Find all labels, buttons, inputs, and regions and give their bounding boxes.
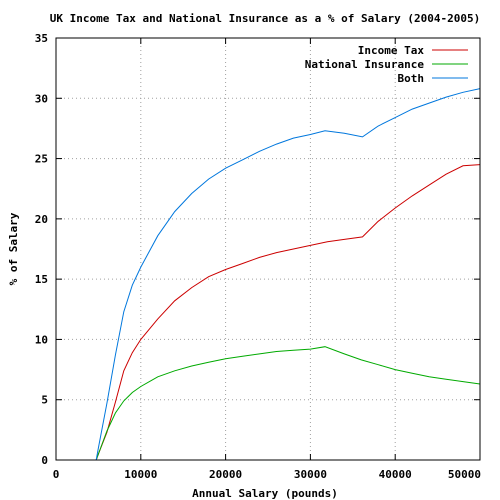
- y-tick-label: 20: [35, 213, 48, 226]
- y-tick-label: 30: [35, 92, 48, 105]
- x-tick-label: 30000: [294, 468, 327, 481]
- legend-label-both: Both: [398, 72, 425, 85]
- series-line-income-tax: [95, 164, 481, 461]
- plot-frame: [55, 37, 481, 461]
- y-tick-label: 5: [41, 394, 48, 407]
- y-tick-label: 0: [41, 454, 48, 467]
- x-tick-label: 40000: [379, 468, 412, 481]
- x-tick-label: 50000: [448, 468, 481, 481]
- grid: [56, 38, 480, 460]
- y-axis-label: % of Salary: [7, 212, 20, 285]
- y-tick-label: 10: [35, 333, 48, 346]
- series-layer: [95, 88, 481, 461]
- legend-label-income-tax: Income Tax: [358, 44, 425, 57]
- x-tick-label: 0: [53, 468, 60, 481]
- y-tick-label: 25: [35, 153, 48, 166]
- y-tick-label: 35: [35, 32, 48, 45]
- y-tick-label: 15: [35, 273, 48, 286]
- axes: 0 5 10 15 20 25 30 35 0 10000 20000 30000 40000 50000: [35, 32, 481, 481]
- chart-title: UK Income Tax and National Insurance as …: [50, 12, 480, 25]
- legend-label-national-insurance: National Insurance: [305, 58, 425, 71]
- series-line-national-insurance: [95, 346, 481, 461]
- x-axis-label: Annual Salary (pounds): [192, 487, 338, 500]
- x-tick-label: 10000: [124, 468, 157, 481]
- x-tick-label: 20000: [209, 468, 242, 481]
- series-line-both: [95, 88, 481, 461]
